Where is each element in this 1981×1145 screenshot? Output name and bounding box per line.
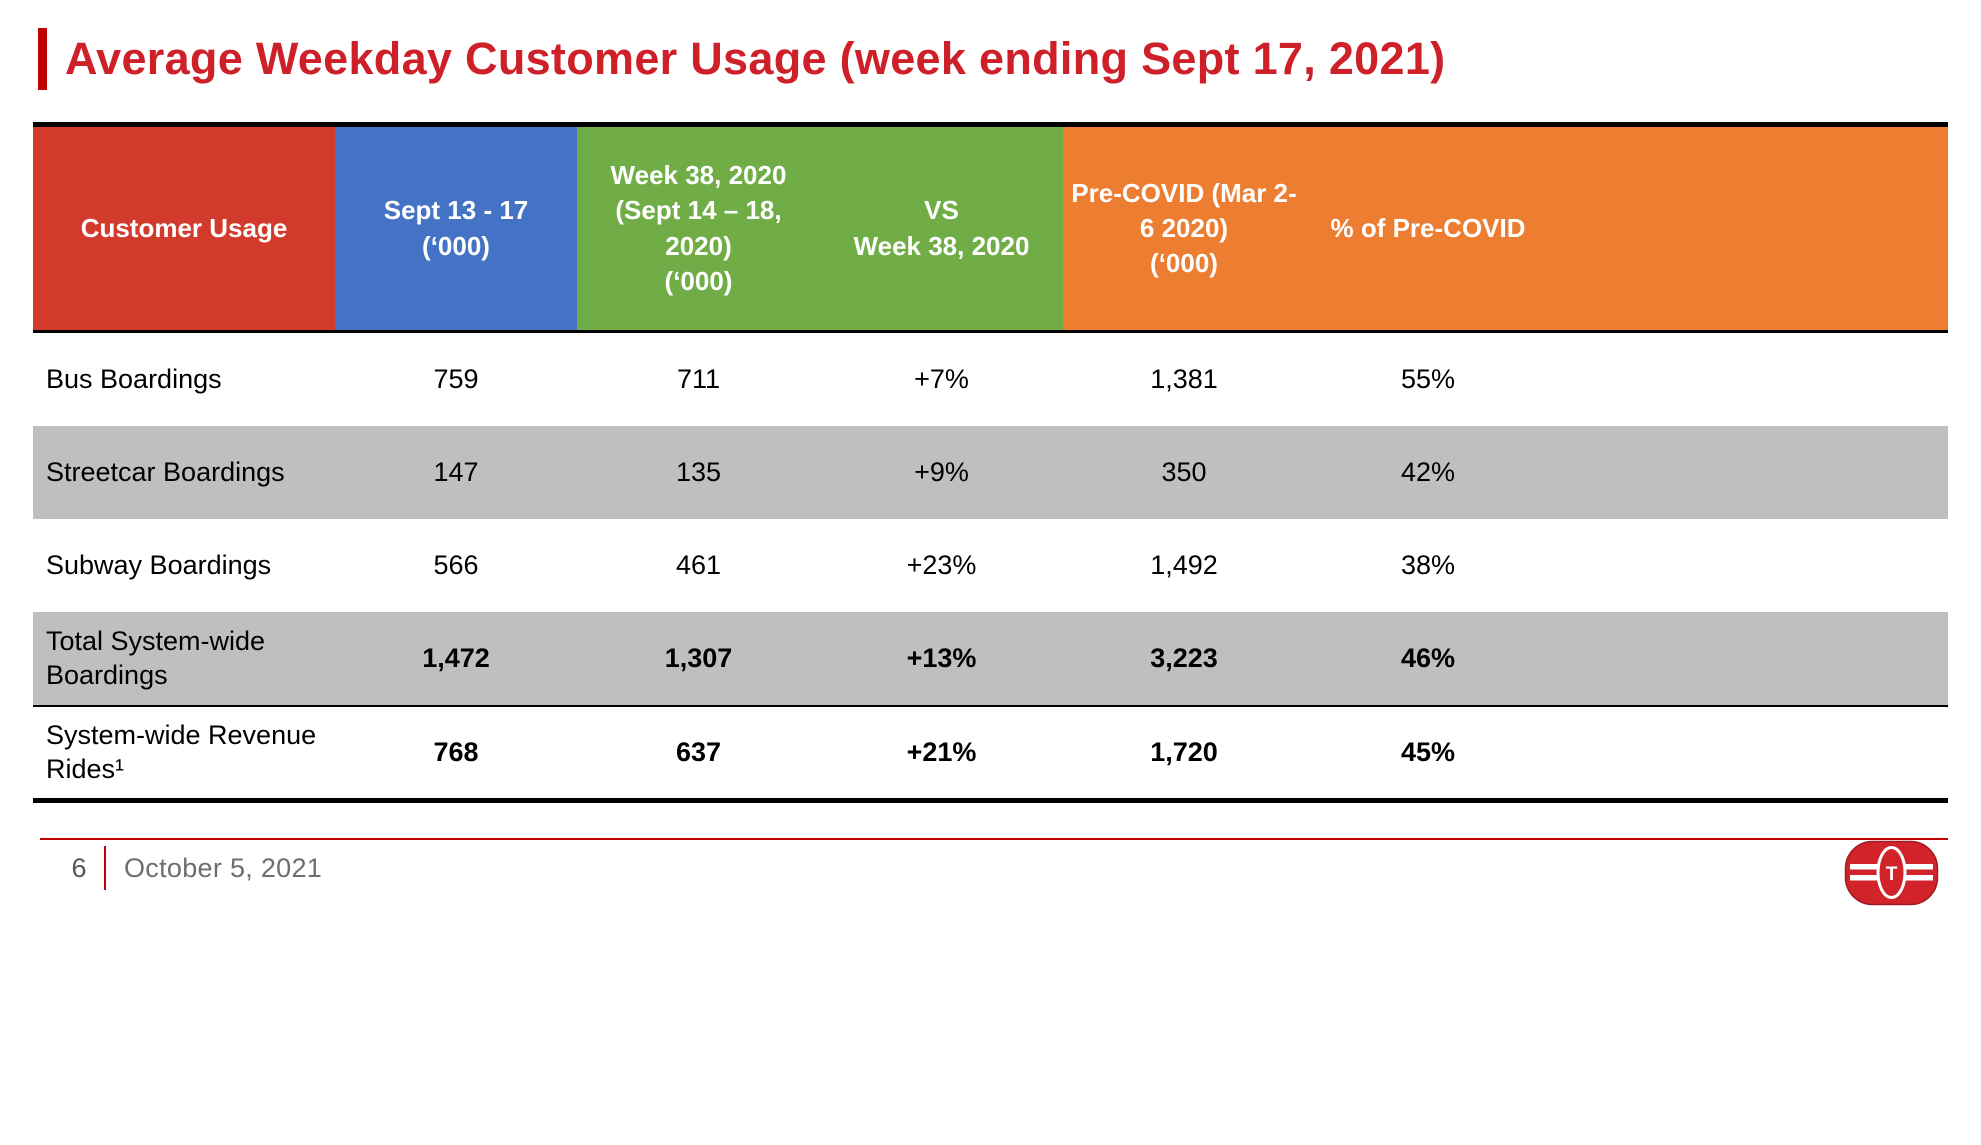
cell-value: 768: [433, 737, 479, 767]
col-header-filler: [1551, 127, 1948, 330]
row-label: System-wide Revenue Rides¹: [46, 719, 317, 784]
cell-value: 1,472: [422, 643, 490, 673]
cell-value: 147: [433, 457, 479, 487]
cell-value: 46%: [1400, 643, 1456, 673]
footer: 6 October 5, 2021: [62, 845, 322, 891]
cell-value: 1,720: [1150, 737, 1218, 767]
cell-value: 38%: [1400, 550, 1456, 580]
slide-header: Average Weekday Customer Usage (week end…: [38, 28, 1445, 90]
footer-divider: [104, 846, 106, 890]
ttc-logo: T: [1844, 840, 1939, 906]
row-label: Total System-wide Boardings: [46, 625, 266, 690]
customer-usage-table: Customer Usage Sept 13 - 17 (‘000) Week …: [33, 122, 1948, 803]
cell-value: 711: [676, 364, 721, 394]
cell-value: 350: [1161, 457, 1207, 487]
cell-value: +23%: [906, 550, 977, 580]
page-number: 6: [71, 852, 87, 883]
cell-value: 55%: [1400, 364, 1456, 394]
cell-value: 45%: [1400, 737, 1456, 767]
cell-empty: [1551, 426, 1948, 519]
table-header-row: Customer Usage Sept 13 - 17 (‘000) Week …: [33, 127, 1948, 333]
cell-empty: [1551, 333, 1948, 426]
cell-value: 42%: [1400, 457, 1456, 487]
cell-value: +9%: [914, 457, 969, 487]
col-header-pct-pre-covid: % of Pre-COVID: [1305, 127, 1551, 330]
cell-value: 1,492: [1150, 550, 1218, 580]
table-row-subway-boardings: Subway Boardings 566 461 +23% 1,492 38%: [33, 519, 1948, 612]
cell-empty: [1551, 707, 1948, 798]
cell-value: 461: [675, 550, 722, 580]
cell-value: 1,381: [1150, 364, 1218, 394]
cell-value: +7%: [914, 364, 969, 394]
footer-date: October 5, 2021: [124, 852, 323, 883]
row-label: Bus Boardings: [46, 363, 222, 394]
table-row-system-wide-revenue-rides: System-wide Revenue Rides¹ 768 637 +21% …: [33, 705, 1948, 798]
cell-value: 637: [675, 737, 722, 767]
cell-value: 3,223: [1150, 643, 1218, 673]
cell-value: 1,307: [664, 643, 733, 673]
col-header-week-38-2020: Week 38, 2020 (Sept 14 – 18, 2020) (‘000…: [577, 127, 820, 330]
cell-value: 135: [675, 457, 722, 487]
row-label: Subway Boardings: [46, 549, 272, 580]
ttc-logo-graphic: T: [1844, 840, 1939, 906]
col-header-customer-usage: Customer Usage: [33, 127, 335, 330]
footer-rule: [40, 838, 1948, 840]
table-row-streetcar-boardings: Streetcar Boardings 147 135 +9% 350 42%: [33, 426, 1948, 519]
title-accent-bar: [38, 28, 47, 90]
svg-text:T: T: [1886, 864, 1898, 885]
col-header-pre-covid: Pre-COVID (Mar 2- 6 2020) (‘000): [1063, 127, 1305, 330]
cell-empty: [1551, 519, 1948, 612]
cell-value: 566: [433, 550, 479, 580]
col-header-vs-week-38: VS Week 38, 2020: [820, 127, 1063, 330]
table-row-total-system-wide-boardings: Total System-wide Boardings 1,472 1,307 …: [33, 612, 1948, 705]
row-label: Streetcar Boardings: [46, 456, 285, 487]
page-title: Average Weekday Customer Usage (week end…: [65, 33, 1446, 84]
table-row-bus-boardings: Bus Boardings 759 711 +7% 1,381 55%: [33, 333, 1948, 426]
col-header-sept-13-17: Sept 13 - 17 (‘000): [335, 127, 577, 330]
cell-value: +13%: [906, 643, 977, 673]
cell-value: 759: [433, 364, 479, 394]
cell-value: +21%: [906, 737, 977, 767]
cell-empty: [1551, 612, 1948, 705]
